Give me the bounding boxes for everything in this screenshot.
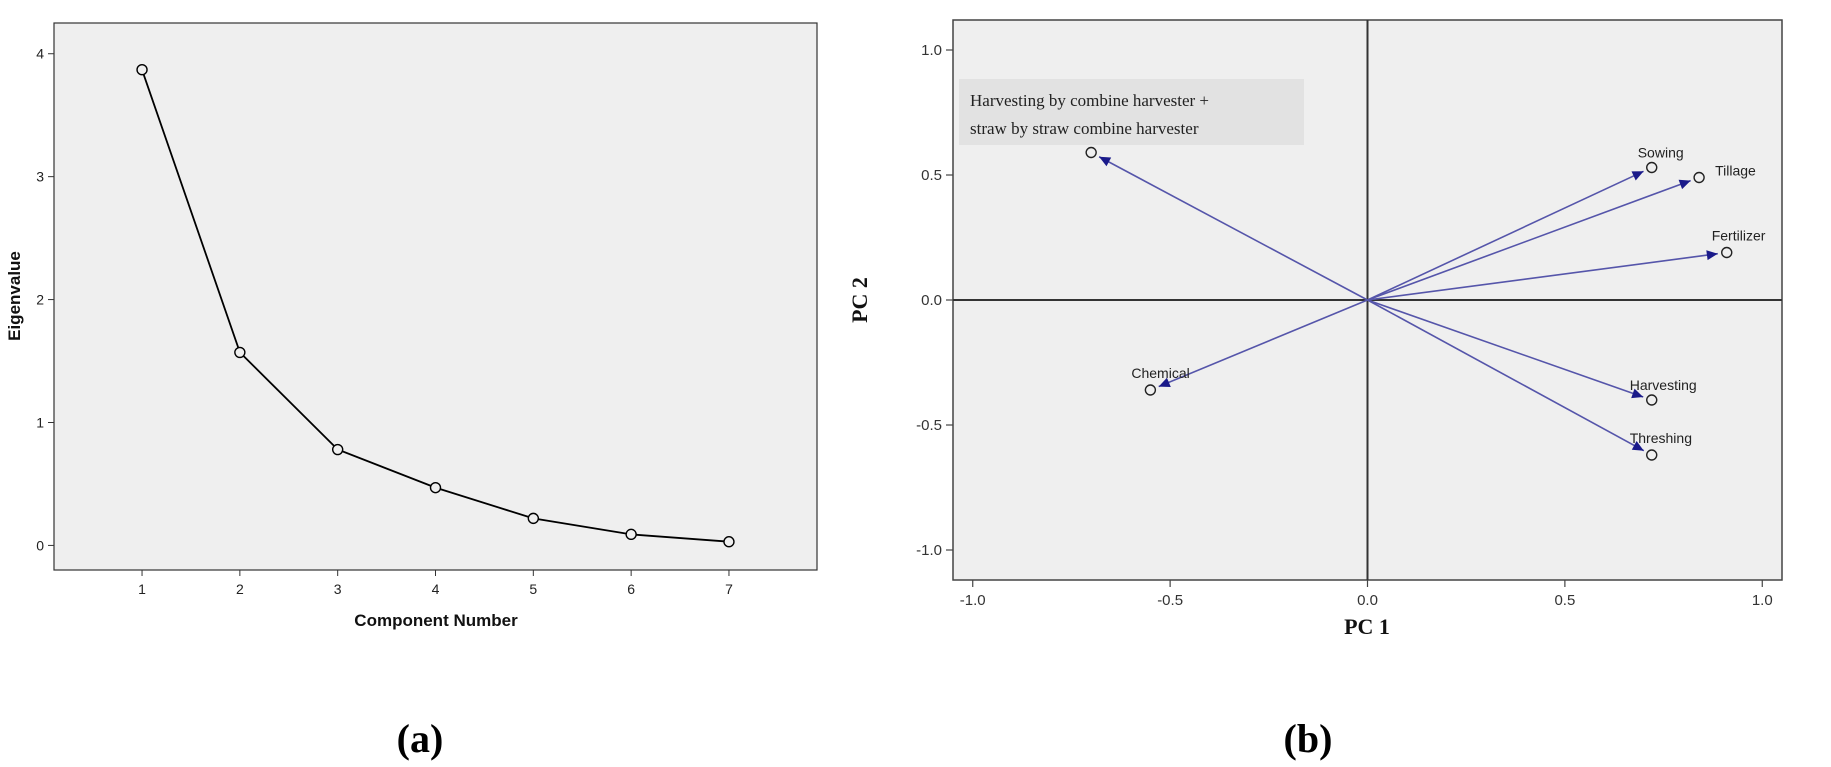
scree-x-tick-label: 2 bbox=[236, 581, 244, 597]
scree-point bbox=[331, 443, 344, 456]
scree-x-tick-label: 5 bbox=[529, 581, 537, 597]
scree-y-axis-label: Eigenvalue bbox=[5, 251, 24, 341]
scree-x-tick-label: 4 bbox=[432, 581, 440, 597]
biplot-annotation: Harvesting by combine harvester + straw … bbox=[959, 79, 1304, 145]
biplot-y-tick-label: -1.0 bbox=[916, 542, 942, 559]
scree-point bbox=[234, 346, 246, 359]
biplot-y-tick-label: 1.0 bbox=[921, 42, 942, 59]
scree-point bbox=[429, 481, 442, 494]
scree-x-axis-label: Component Number bbox=[354, 611, 518, 630]
biplot-vectors: Sowing Tillage Fertilizer Harvesting Threshi… bbox=[1085, 145, 1766, 461]
scree-series bbox=[136, 64, 735, 548]
scree-y-tick-label: 1 bbox=[36, 414, 44, 430]
annotation-line-1: Harvesting by combine harvester + bbox=[970, 91, 1209, 110]
vector-arrowhead bbox=[1631, 171, 1644, 181]
biplot-y-tick-label: 0.5 bbox=[921, 167, 942, 184]
biplot-x-tick-label: 0.5 bbox=[1554, 592, 1575, 609]
loading-point bbox=[1693, 171, 1705, 184]
loading-vector bbox=[1367, 179, 1691, 301]
loading-vector bbox=[1367, 299, 1644, 398]
scree-x-ticks: 1 2 3 4 5 6 7 bbox=[138, 570, 733, 597]
annotation-box bbox=[959, 79, 1304, 145]
loading-point bbox=[1144, 384, 1157, 396]
scree-y-ticks: 0 1 2 3 4 bbox=[36, 46, 54, 553]
scree-point bbox=[625, 528, 637, 541]
biplot-x-tick-label: -0.5 bbox=[1157, 592, 1183, 609]
loading-label: Chemical bbox=[1131, 365, 1189, 381]
biplot-x-tick-label: 1.0 bbox=[1752, 592, 1773, 609]
biplot-y-tick-label: -0.5 bbox=[916, 417, 942, 434]
vector-arrowhead bbox=[1158, 377, 1171, 387]
loading-point bbox=[1721, 246, 1733, 259]
biplot-x-axis-label: PC 1 bbox=[1344, 614, 1390, 639]
loading-point bbox=[1646, 394, 1658, 406]
scree-x-tick-label: 3 bbox=[334, 581, 342, 597]
vector-arrowhead bbox=[1631, 388, 1644, 399]
loading-vector bbox=[1367, 252, 1718, 301]
loading-vector bbox=[1158, 299, 1368, 388]
loading-point bbox=[1085, 146, 1097, 159]
annotation-line-2: straw by straw combine harvester bbox=[970, 119, 1199, 138]
loading-point bbox=[1646, 449, 1658, 461]
scree-x-tick-label: 7 bbox=[725, 581, 733, 597]
scree-y-tick-label: 4 bbox=[36, 46, 44, 62]
vector-arrowhead bbox=[1631, 441, 1644, 451]
loading-vector bbox=[1367, 170, 1644, 301]
vector-arrowhead bbox=[1678, 179, 1691, 190]
scree-plot-area bbox=[53, 22, 818, 571]
biplot-x-tick-label: -1.0 bbox=[960, 592, 986, 609]
scree-x-tick-label: 6 bbox=[627, 581, 635, 597]
scree-y-tick-label: 2 bbox=[36, 292, 44, 308]
biplot-panel: 1.0 0.5 0.0 -0.5 -1.0 -1.0 -0.5 0.0 0.5 1.0 Harv… bbox=[847, 19, 1783, 761]
scree-point bbox=[136, 64, 148, 76]
biplot-x-tick-label: 0.0 bbox=[1357, 592, 1378, 609]
biplot-x-ticks: -1.0 -0.5 0.0 0.5 1.0 bbox=[960, 580, 1773, 609]
panel-label-b: (b) bbox=[1284, 716, 1333, 761]
loading-vector bbox=[1098, 156, 1368, 301]
loading-vector bbox=[1367, 299, 1645, 452]
loading-label: Threshing bbox=[1630, 430, 1692, 446]
scree-y-tick-label: 3 bbox=[36, 169, 44, 185]
vector-arrowhead bbox=[1099, 156, 1112, 167]
vector-arrowhead bbox=[1706, 250, 1718, 261]
loading-label: Tillage bbox=[1715, 163, 1756, 179]
loading-point bbox=[1646, 161, 1658, 174]
loading-label: Harvesting bbox=[1630, 377, 1697, 393]
loading-label: Sowing bbox=[1638, 145, 1684, 161]
scree-point bbox=[723, 536, 735, 548]
biplot-y-axis-label: PC 2 bbox=[847, 277, 872, 323]
loading-label: Fertilizer bbox=[1712, 228, 1766, 244]
biplot-y-ticks: 1.0 0.5 0.0 -0.5 -1.0 bbox=[916, 42, 953, 559]
scree-y-tick-label: 0 bbox=[36, 537, 44, 553]
panel-label-a: (a) bbox=[397, 716, 444, 761]
scree-point bbox=[527, 512, 540, 525]
scree-x-tick-label: 1 bbox=[138, 581, 146, 597]
scree-plot-panel: 0 1 2 3 4 1 2 3 4 5 6 7 Component Number Eigenvalu… bbox=[5, 22, 818, 761]
biplot-y-tick-label: 0.0 bbox=[921, 292, 942, 309]
